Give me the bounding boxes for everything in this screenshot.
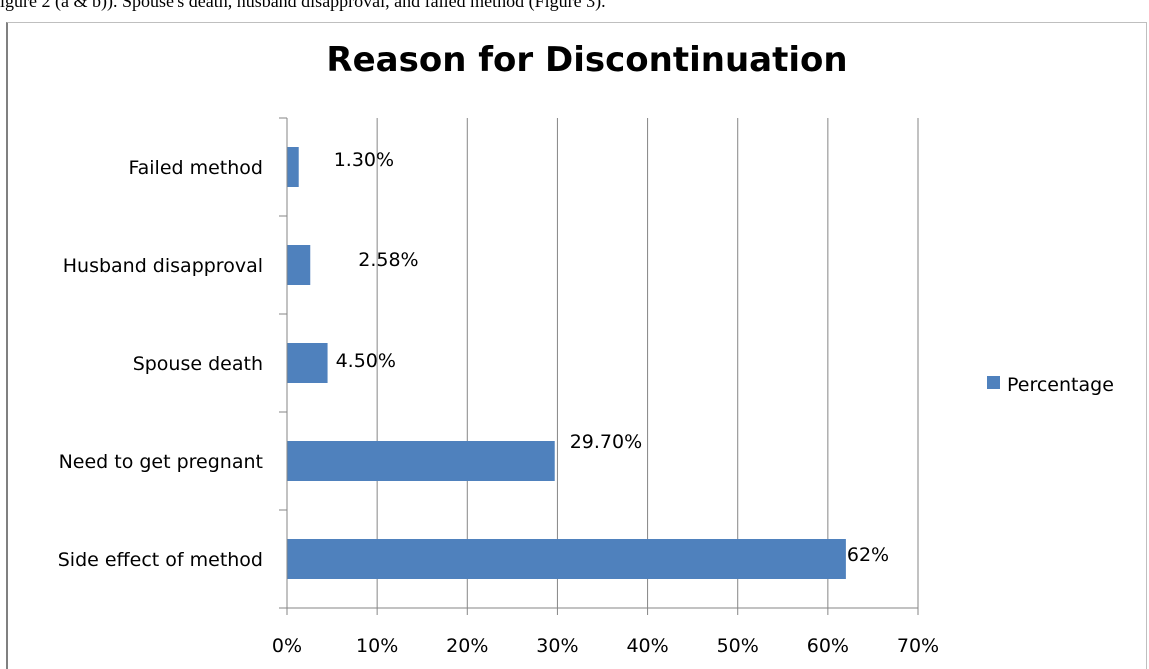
bar [287,441,555,481]
data-label: 1.30% [334,149,394,171]
figure-caption-text: igure 2 (a & b)). Spouse's death, husban… [0,0,606,11]
caption-strip: igure 2 (a & b)). Spouse's death, husban… [0,0,1149,20]
chart-frame [6,22,1147,669]
x-tick-label: 50% [717,635,759,657]
x-tick-label: 40% [626,635,668,657]
x-tick-label: 0% [272,635,302,657]
bars [287,147,846,579]
bar [287,245,311,285]
data-label: 2.58% [358,249,418,271]
bar [287,343,328,383]
x-tick-label: 20% [446,635,488,657]
category-label: Husband disapproval [63,255,263,277]
gridlines [376,118,919,608]
category-label: Failed method [128,157,263,179]
data-label: 29.70% [570,431,642,453]
x-tick-label: 60% [807,635,849,657]
x-tick-label: 30% [536,635,578,657]
legend-swatch [987,376,1000,389]
x-tick-label: 70% [897,635,939,657]
axes [279,117,919,615]
data-label: 4.50% [336,350,396,372]
labels: 0% 10% 20% 30% 40% 50% 60% 70% Failed method 1.30… [58,149,939,657]
chart-title: Reason for Discontinuation [326,40,847,80]
legend-label: Percentage [1007,374,1114,396]
bar [287,539,846,579]
category-label: Spouse death [133,353,263,375]
x-tick-label: 10% [356,635,398,657]
data-label: 62% [847,544,889,566]
category-label: Need to get pregnant [59,451,263,473]
bar [287,147,299,187]
legend: Percentage [987,374,1114,396]
category-label: Side effect of method [58,549,263,571]
